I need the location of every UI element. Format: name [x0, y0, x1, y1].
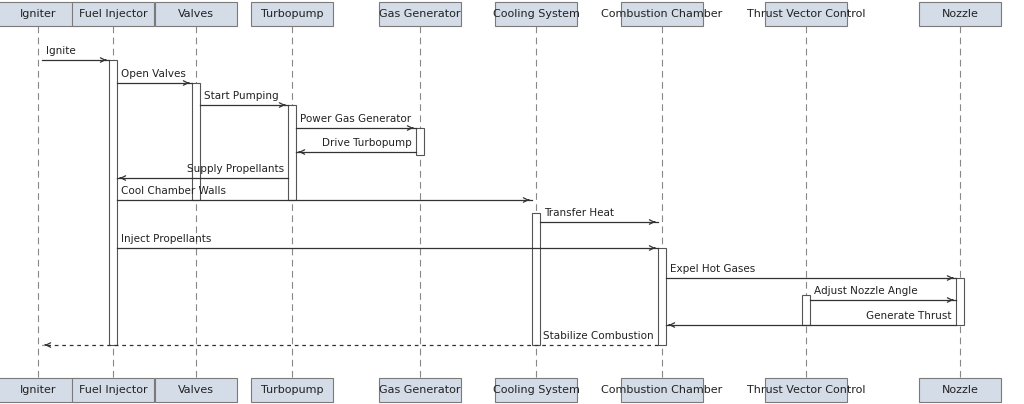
Text: Thrust Vector Control: Thrust Vector Control [746, 9, 865, 19]
Text: Turbopump: Turbopump [261, 385, 324, 395]
Bar [0, 378, 79, 402]
Text: Turbopump: Turbopump [261, 9, 324, 19]
Bar [802, 295, 810, 325]
Bar [155, 2, 237, 26]
Text: Ignite: Ignite [46, 46, 76, 56]
Bar [251, 378, 333, 402]
Bar [919, 378, 1001, 402]
Text: Combustion Chamber: Combustion Chamber [601, 385, 723, 395]
Bar [658, 248, 666, 345]
Text: Igniter: Igniter [19, 385, 56, 395]
Bar [621, 2, 703, 26]
Text: Cooling System: Cooling System [493, 385, 580, 395]
Text: Transfer Heat: Transfer Heat [544, 208, 614, 218]
Text: Adjust Nozzle Angle: Adjust Nozzle Angle [814, 286, 918, 296]
Bar [109, 60, 117, 345]
Bar [72, 2, 154, 26]
Text: Generate Thrust: Generate Thrust [866, 311, 952, 321]
Text: Open Valves: Open Valves [121, 69, 186, 79]
Text: Cooling System: Cooling System [493, 9, 580, 19]
Text: Expel Hot Gases: Expel Hot Gases [670, 264, 756, 274]
Text: Nozzle: Nozzle [941, 9, 979, 19]
Text: Supply Propellants: Supply Propellants [186, 164, 284, 174]
Text: Gas Generator: Gas Generator [379, 385, 461, 395]
Text: Stabilize Combustion: Stabilize Combustion [544, 331, 654, 341]
Bar [765, 2, 847, 26]
Bar [416, 128, 424, 155]
Bar [765, 378, 847, 402]
Bar [379, 2, 461, 26]
Bar [956, 278, 964, 325]
Text: Start Pumping: Start Pumping [204, 91, 279, 101]
Text: Cool Chamber Walls: Cool Chamber Walls [121, 186, 226, 196]
Text: Igniter: Igniter [19, 9, 56, 19]
Bar [155, 378, 237, 402]
Text: Drive Turbopump: Drive Turbopump [323, 138, 412, 148]
Bar [621, 378, 703, 402]
Text: Fuel Injector: Fuel Injector [79, 9, 147, 19]
Bar [495, 2, 577, 26]
Bar [72, 378, 154, 402]
Text: Inject Propellants: Inject Propellants [121, 234, 211, 244]
Bar [193, 83, 200, 200]
Bar [288, 105, 296, 200]
Text: Power Gas Generator: Power Gas Generator [300, 114, 411, 124]
Bar [919, 2, 1001, 26]
Text: Combustion Chamber: Combustion Chamber [601, 9, 723, 19]
Text: Fuel Injector: Fuel Injector [79, 385, 147, 395]
Bar [495, 378, 577, 402]
Bar [251, 2, 333, 26]
Bar [0, 2, 79, 26]
Text: Thrust Vector Control: Thrust Vector Control [746, 385, 865, 395]
Text: Valves: Valves [178, 9, 214, 19]
Text: Valves: Valves [178, 385, 214, 395]
Text: Gas Generator: Gas Generator [379, 9, 461, 19]
Text: Nozzle: Nozzle [941, 385, 979, 395]
Bar [532, 213, 540, 345]
Bar [379, 378, 461, 402]
